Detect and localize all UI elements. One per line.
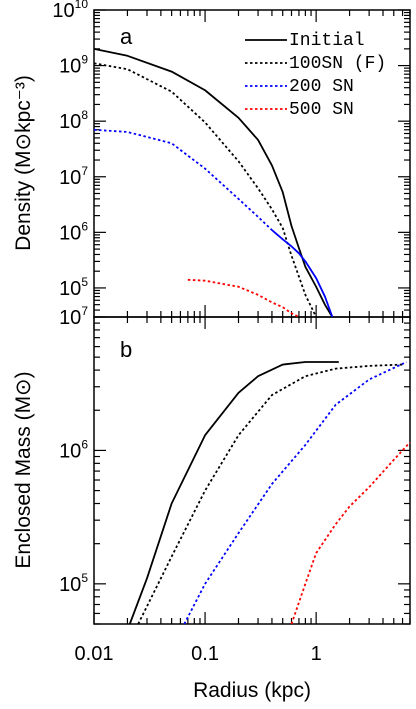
series-line-500-sn-4 — [187, 278, 300, 318]
panel-a-ylabel: Density (M⊙kpc⁻³) — [12, 75, 35, 251]
legend-label: 200 SN — [289, 77, 354, 97]
series-line-200-sn-2 — [93, 128, 273, 231]
y-tick-label-base: 10 — [59, 222, 81, 244]
series-line-initial-0 — [93, 47, 334, 318]
y-tick-label-base: 10 — [59, 56, 81, 78]
y-tick-label-exponent: 7 — [81, 304, 88, 318]
y-tick-label-exponent: 8 — [81, 108, 88, 122]
panel-a-series — [93, 47, 334, 318]
y-tick-label-exponent: 6 — [81, 219, 88, 233]
panel-a-label: a — [120, 24, 133, 49]
y-tick-label: 108 — [59, 108, 88, 133]
x-tick-label: 0.1 — [191, 643, 219, 665]
y-tick-label-exponent: 6 — [81, 437, 88, 451]
y-tick-label: 105 — [59, 571, 88, 596]
panel-b-frame — [93, 316, 411, 625]
y-tick-label: 107 — [59, 164, 88, 189]
legend-label: Initial — [289, 31, 365, 51]
legend: Initial 100SN (F) 200 SN 500 SN — [245, 31, 386, 120]
y-tick-label-exponent: 5 — [81, 275, 88, 289]
series-line-100sn-f--1 — [93, 62, 317, 318]
panel-b-series — [128, 361, 411, 625]
panel-a-ticks — [93, 9, 411, 318]
panel-b-label: b — [120, 337, 132, 362]
y-tick-label-base: 10 — [59, 574, 81, 596]
y-tick-label-base: 10 — [52, 0, 74, 22]
x-tick-labels: 0.01 0.1 1 — [75, 643, 322, 665]
series-line-100sn-f--1 — [137, 363, 403, 625]
panel-b-ylabel: Enclosed Mass (M⊙) — [12, 371, 35, 568]
y-tick-label-base: 10 — [59, 278, 81, 300]
x-tick-label: 1 — [311, 643, 322, 665]
y-tick-label-base: 10 — [59, 111, 81, 133]
x-tick-label: 0.01 — [75, 643, 114, 665]
y-tick-label-base: 10 — [59, 307, 81, 329]
y-tick-label-exponent: 9 — [81, 53, 88, 67]
y-tick-label-base: 10 — [59, 440, 81, 462]
y-tick-label-exponent: 10 — [75, 0, 89, 11]
y-tick-label: 107 — [59, 304, 88, 329]
y-tick-label: 106 — [59, 219, 88, 244]
y-tick-label-base: 10 — [59, 167, 81, 189]
y-tick-label: 109 — [59, 53, 88, 78]
y-tick-label-exponent: 7 — [81, 164, 88, 178]
y-tick-label: 105 — [59, 275, 88, 300]
series-line-200-sn-2 — [183, 361, 407, 625]
legend-label: 100SN (F) — [289, 54, 386, 74]
series-line-500-sn-3 — [290, 441, 411, 625]
panel-b-ticks — [93, 316, 411, 625]
legend-label: 500 SN — [289, 100, 354, 120]
series-line-initial-0 — [128, 361, 339, 625]
series-line-200-sn-3 — [271, 229, 334, 318]
y-tick-label-exponent: 5 — [81, 571, 88, 585]
x-axis-label: Radius (kpc) — [193, 679, 311, 702]
y-tick-label: 1010 — [52, 0, 88, 22]
y-tick-label: 106 — [59, 437, 88, 462]
